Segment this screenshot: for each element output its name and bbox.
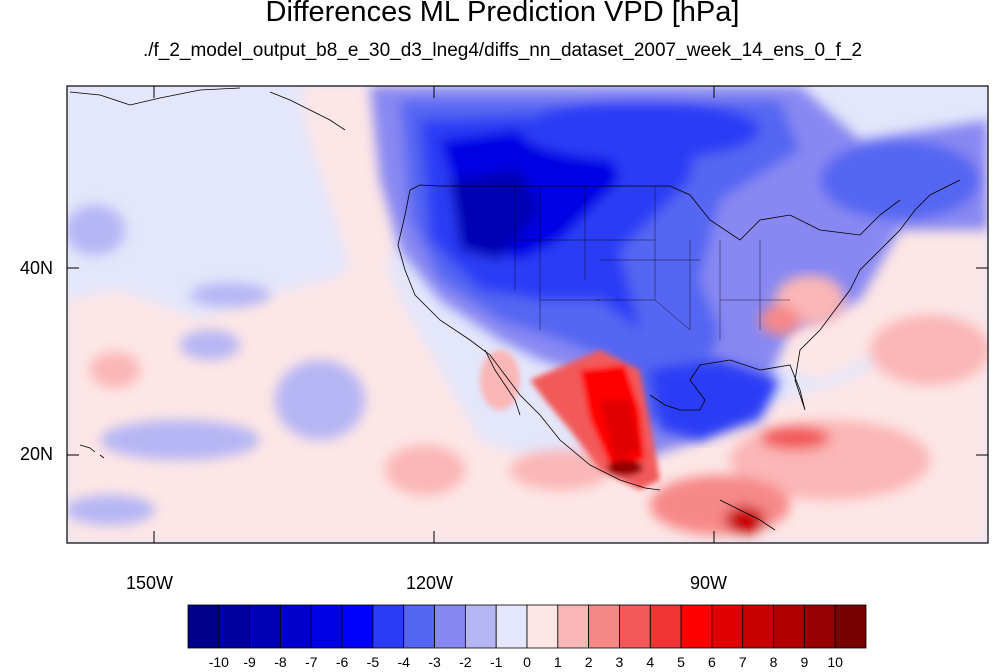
colorbar-swatch — [495, 604, 528, 649]
colorbar-swatch — [341, 604, 374, 649]
colorbar-swatch — [711, 604, 744, 649]
land-blue-region — [370, 86, 988, 460]
colorbar-label: 8 — [769, 654, 778, 670]
colorbar-swatch — [557, 604, 590, 649]
colorbar-label: -6 — [335, 654, 349, 670]
lat-label-40n: 40N — [20, 258, 54, 278]
colorbar-label: -9 — [243, 654, 256, 670]
lon-label-120w: 120W — [406, 573, 454, 593]
colorbar-swatch — [588, 604, 620, 649]
coastlines — [69, 87, 961, 531]
colorbar-label: -10 — [208, 654, 229, 670]
east-us-warm — [760, 275, 845, 335]
colorbar-swatch — [280, 604, 312, 649]
colorbar — [187, 604, 867, 649]
colorbar-label: -1 — [489, 654, 503, 670]
colorbar-swatch — [649, 604, 682, 649]
colorbar-label: -7 — [305, 654, 318, 670]
colorbar-label: 10 — [827, 654, 843, 670]
colorbar-label: -5 — [366, 654, 380, 670]
state-borders — [514, 186, 790, 340]
lon-label-150w: 150W — [126, 573, 174, 593]
colorbar-label: 6 — [708, 654, 716, 670]
colorbar-label: -4 — [397, 654, 410, 670]
colorbar-swatch — [187, 604, 220, 649]
ocean-warm-patches — [90, 315, 988, 535]
colorbar-label: 7 — [738, 654, 747, 670]
map-subtitle: ./f_2_model_output_b8_e_30_d3_lneg4/diff… — [142, 40, 863, 61]
colorbar-swatch — [680, 604, 713, 649]
lon-label-90w: 90W — [690, 573, 728, 593]
colorbar-label: -3 — [428, 654, 441, 670]
colorbar-swatch — [434, 604, 466, 649]
mexico-warm-region — [480, 350, 660, 490]
colorbar-swatch — [403, 604, 435, 649]
colorbar-label: 5 — [677, 654, 685, 670]
colorbar-label: -8 — [274, 654, 287, 670]
map-frame — [66, 85, 989, 544]
colorbar-swatch — [773, 604, 805, 649]
colorbar-swatch — [249, 604, 281, 649]
map-field — [67, 86, 988, 543]
colorbar-swatch — [218, 604, 251, 649]
colorbar-swatch — [526, 604, 559, 649]
colorbar-swatch — [742, 604, 774, 649]
colorbar-label: 3 — [615, 654, 624, 670]
colorbar-label: 2 — [584, 654, 593, 670]
lat-label-20n: 20N — [20, 444, 54, 464]
colorbar-swatch — [803, 604, 836, 649]
colorbar-swatch — [619, 604, 651, 649]
gulf-blue — [650, 360, 780, 440]
colorbar-swatch — [834, 604, 867, 649]
colorbar-label: 9 — [800, 654, 809, 670]
colorbar-swatch — [464, 604, 497, 649]
ocean-blue-patches — [67, 205, 365, 525]
map-title: Differences ML Prediction VPD [hPa] — [265, 0, 740, 28]
colorbar-label: 1 — [553, 654, 562, 670]
axis-ticks — [67, 86, 988, 543]
colorbar-swatch — [372, 604, 405, 649]
colorbar-label: 4 — [646, 654, 655, 670]
colorbar-label: 0 — [523, 654, 531, 670]
colorbar-swatch — [310, 604, 343, 649]
colorbar-label: -2 — [459, 654, 472, 670]
